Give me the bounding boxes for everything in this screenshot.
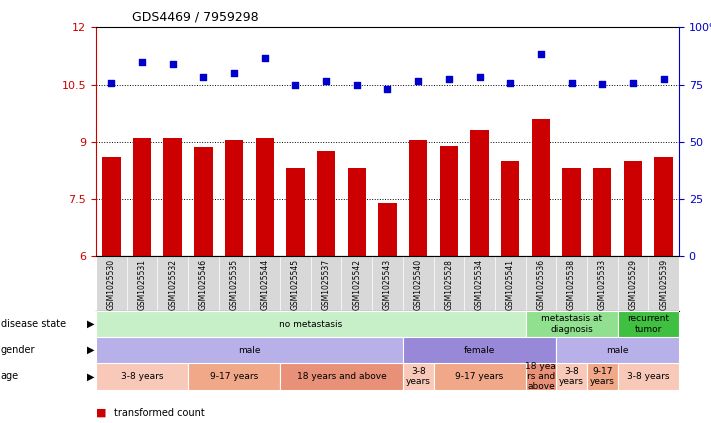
Text: 9-17
years: 9-17 years bbox=[590, 367, 615, 386]
Text: GSM1025530: GSM1025530 bbox=[107, 259, 116, 310]
Text: disease state: disease state bbox=[1, 319, 66, 329]
Bar bbox=[133, 138, 151, 256]
Point bbox=[597, 80, 608, 87]
Bar bbox=[471, 130, 488, 256]
Text: ▶: ▶ bbox=[87, 345, 95, 355]
Bar bbox=[587, 363, 618, 390]
Point bbox=[198, 74, 209, 80]
Bar bbox=[593, 168, 611, 256]
Text: GSM1025543: GSM1025543 bbox=[383, 259, 392, 310]
Text: 9-17 years: 9-17 years bbox=[210, 372, 258, 381]
Text: ▶: ▶ bbox=[87, 319, 95, 329]
Point bbox=[259, 55, 270, 61]
Text: GSM1025535: GSM1025535 bbox=[230, 259, 239, 310]
Bar bbox=[287, 168, 304, 256]
Bar bbox=[188, 363, 280, 390]
Bar bbox=[403, 363, 434, 390]
Text: 9-17 years: 9-17 years bbox=[456, 372, 503, 381]
Text: 3-8 years: 3-8 years bbox=[627, 372, 670, 381]
Bar bbox=[618, 311, 679, 337]
Bar bbox=[525, 363, 556, 390]
Bar bbox=[439, 146, 458, 256]
Point bbox=[228, 70, 240, 77]
Text: GSM1025544: GSM1025544 bbox=[260, 259, 269, 310]
Text: GSM1025536: GSM1025536 bbox=[536, 259, 545, 310]
Text: metastasis at
diagnosis: metastasis at diagnosis bbox=[541, 314, 602, 334]
Point bbox=[505, 79, 516, 86]
Text: 3-8 years: 3-8 years bbox=[121, 372, 164, 381]
Point bbox=[658, 75, 669, 82]
Text: ■: ■ bbox=[96, 408, 107, 418]
Text: gender: gender bbox=[1, 345, 36, 355]
Text: GSM1025537: GSM1025537 bbox=[321, 259, 331, 310]
Text: GDS4469 / 7959298: GDS4469 / 7959298 bbox=[132, 10, 258, 23]
Text: female: female bbox=[464, 346, 496, 355]
Point bbox=[566, 80, 577, 87]
Text: GSM1025529: GSM1025529 bbox=[629, 259, 638, 310]
Bar bbox=[255, 138, 274, 256]
Text: 3-8
years: 3-8 years bbox=[406, 367, 431, 386]
Point bbox=[106, 79, 117, 86]
Text: GSM1025528: GSM1025528 bbox=[444, 259, 454, 310]
Text: GSM1025545: GSM1025545 bbox=[291, 259, 300, 310]
Bar bbox=[556, 363, 587, 390]
Text: GSM1025542: GSM1025542 bbox=[353, 259, 361, 310]
Text: GSM1025533: GSM1025533 bbox=[598, 259, 606, 310]
Bar bbox=[225, 140, 243, 256]
Text: transformed count: transformed count bbox=[114, 408, 205, 418]
Bar bbox=[654, 157, 673, 256]
Text: GSM1025539: GSM1025539 bbox=[659, 259, 668, 310]
Point bbox=[535, 51, 547, 58]
Point bbox=[167, 60, 178, 67]
Bar bbox=[96, 311, 525, 337]
Point bbox=[412, 77, 424, 84]
Bar bbox=[194, 148, 213, 256]
Point bbox=[351, 81, 363, 88]
Bar bbox=[532, 119, 550, 256]
Point bbox=[443, 75, 454, 82]
Bar bbox=[102, 157, 121, 256]
Text: ▶: ▶ bbox=[87, 371, 95, 382]
Bar bbox=[525, 311, 618, 337]
Bar bbox=[96, 363, 188, 390]
Text: age: age bbox=[1, 371, 18, 382]
Point bbox=[474, 74, 485, 80]
Bar bbox=[556, 337, 679, 363]
Bar bbox=[317, 151, 336, 256]
Text: GSM1025546: GSM1025546 bbox=[199, 259, 208, 310]
Bar bbox=[501, 161, 520, 256]
Bar bbox=[96, 337, 403, 363]
Text: male: male bbox=[238, 346, 261, 355]
Bar bbox=[403, 337, 556, 363]
Text: GSM1025531: GSM1025531 bbox=[137, 259, 146, 310]
Text: GSM1025534: GSM1025534 bbox=[475, 259, 484, 310]
Text: GSM1025541: GSM1025541 bbox=[506, 259, 515, 310]
Text: recurrent
tumor: recurrent tumor bbox=[627, 314, 669, 334]
Bar bbox=[624, 161, 642, 256]
Bar bbox=[409, 140, 427, 256]
Bar bbox=[434, 363, 525, 390]
Text: male: male bbox=[606, 346, 629, 355]
Text: GSM1025538: GSM1025538 bbox=[567, 259, 576, 310]
Text: GSM1025540: GSM1025540 bbox=[414, 259, 422, 310]
Bar bbox=[280, 363, 403, 390]
Text: 18 years and above: 18 years and above bbox=[296, 372, 386, 381]
Point bbox=[137, 58, 148, 65]
Bar bbox=[618, 363, 679, 390]
Point bbox=[627, 79, 638, 86]
Text: 3-8
years: 3-8 years bbox=[559, 367, 584, 386]
Point bbox=[321, 77, 332, 84]
Text: GSM1025532: GSM1025532 bbox=[169, 259, 177, 310]
Bar bbox=[348, 168, 366, 256]
Text: no metastasis: no metastasis bbox=[279, 319, 343, 329]
Bar bbox=[562, 168, 581, 256]
Bar bbox=[164, 138, 182, 256]
Text: 18 yea
rs and
above: 18 yea rs and above bbox=[525, 362, 557, 391]
Bar bbox=[378, 203, 397, 256]
Point bbox=[290, 81, 301, 88]
Point bbox=[382, 86, 393, 93]
